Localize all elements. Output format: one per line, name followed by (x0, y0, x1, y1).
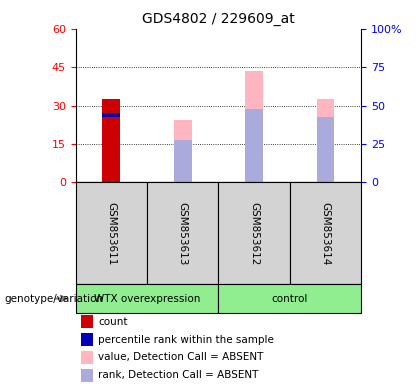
Bar (245, 109, 263, 182)
Text: GSM853614: GSM853614 (320, 202, 331, 265)
Bar (102, 113, 120, 117)
Text: genotype/variation: genotype/variation (4, 293, 103, 304)
Text: count: count (98, 317, 128, 327)
Text: GSM853612: GSM853612 (249, 202, 259, 265)
Bar (76, 284, 218, 313)
Bar (218, 284, 361, 313)
Text: value, Detection Call = ABSENT: value, Detection Call = ABSENT (98, 353, 264, 362)
Bar (174, 140, 192, 182)
Text: GSM853611: GSM853611 (106, 202, 116, 265)
Title: GDS4802 / 229609_at: GDS4802 / 229609_at (142, 12, 295, 26)
Bar (174, 120, 192, 182)
Bar (218, 182, 290, 284)
Bar (317, 117, 334, 182)
Bar (317, 99, 334, 182)
Bar (81, 315, 93, 328)
Bar (290, 182, 361, 284)
Text: control: control (272, 293, 308, 304)
Text: WTX overexpression: WTX overexpression (94, 293, 200, 304)
Bar (76, 182, 147, 284)
Bar (81, 333, 93, 346)
Text: percentile rank within the sample: percentile rank within the sample (98, 334, 274, 344)
Text: rank, Detection Call = ABSENT: rank, Detection Call = ABSENT (98, 370, 259, 380)
Bar (245, 71, 263, 182)
Text: GSM853613: GSM853613 (178, 202, 188, 265)
Bar (81, 369, 93, 382)
Bar (81, 351, 93, 364)
Bar (147, 182, 218, 284)
Bar (102, 99, 120, 182)
